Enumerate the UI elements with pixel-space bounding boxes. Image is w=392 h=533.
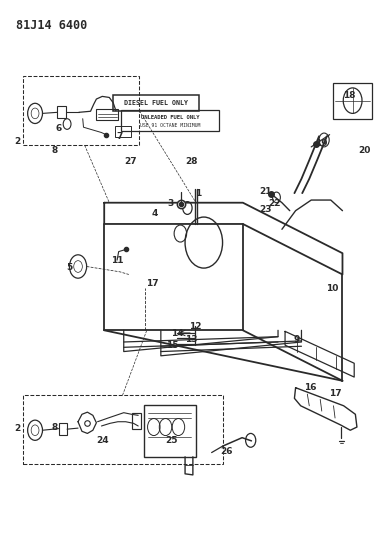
Text: 7: 7 xyxy=(117,132,123,141)
Text: 17: 17 xyxy=(330,389,342,398)
Text: 9: 9 xyxy=(294,335,300,344)
Text: 23: 23 xyxy=(259,205,272,214)
Text: DIESEL FUEL ONLY: DIESEL FUEL ONLY xyxy=(124,100,188,106)
Text: 19: 19 xyxy=(316,139,328,148)
Text: UNLEADED FUEL ONLY: UNLEADED FUEL ONLY xyxy=(141,115,200,120)
Text: 1: 1 xyxy=(195,189,201,198)
Text: 5: 5 xyxy=(66,263,72,272)
Text: 2: 2 xyxy=(14,137,20,146)
Text: USE 91 OCTANE MINIMUM: USE 91 OCTANE MINIMUM xyxy=(140,123,200,127)
Text: 26: 26 xyxy=(220,447,233,456)
Text: 22: 22 xyxy=(269,199,281,208)
Text: 81J14 6400: 81J14 6400 xyxy=(16,19,87,33)
Text: 20: 20 xyxy=(359,146,371,155)
Text: 8: 8 xyxy=(51,423,58,432)
Text: 21: 21 xyxy=(259,187,272,196)
Text: 24: 24 xyxy=(97,437,109,446)
Text: 11: 11 xyxy=(111,256,123,264)
Text: 10: 10 xyxy=(326,284,338,293)
Text: 4: 4 xyxy=(152,209,158,218)
Text: 28: 28 xyxy=(185,157,198,166)
Text: 18: 18 xyxy=(343,91,356,100)
Text: 6: 6 xyxy=(55,124,62,133)
Text: 12: 12 xyxy=(189,321,201,330)
Text: 17: 17 xyxy=(146,279,159,288)
Text: 3: 3 xyxy=(167,199,174,208)
Text: 14: 14 xyxy=(171,329,183,338)
Text: 8: 8 xyxy=(51,146,58,155)
Text: 27: 27 xyxy=(124,157,137,166)
Text: 2: 2 xyxy=(14,424,20,433)
Text: 16: 16 xyxy=(304,383,316,392)
Text: 13: 13 xyxy=(185,335,198,344)
Text: 25: 25 xyxy=(165,437,178,446)
Text: 15: 15 xyxy=(165,341,178,350)
